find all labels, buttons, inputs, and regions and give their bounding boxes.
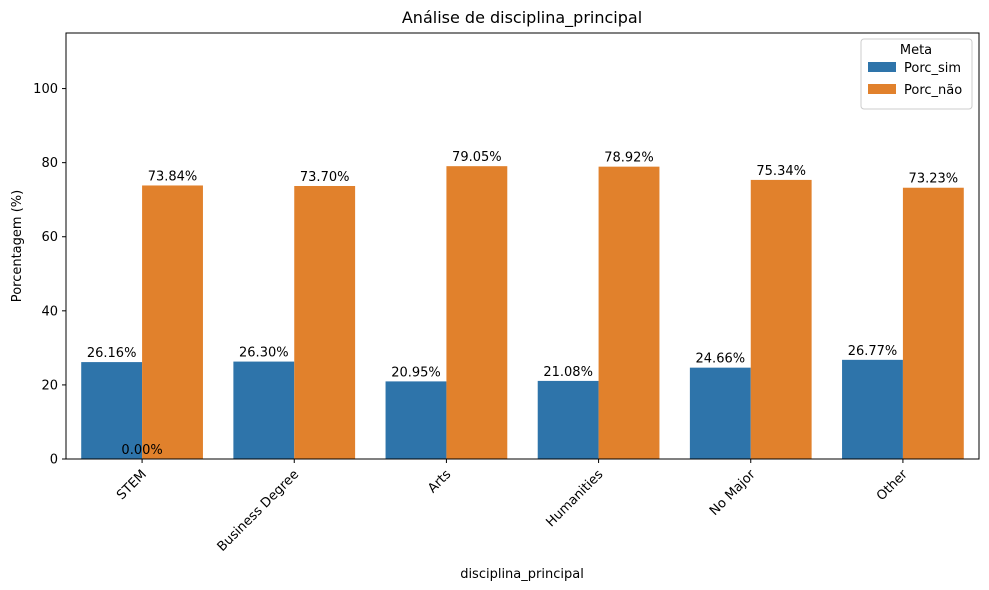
legend-entry-label: Porc_não <box>904 83 962 98</box>
x-axis-label: disciplina_principal <box>460 567 584 582</box>
bar-value-label: 26.77% <box>848 344 898 359</box>
x-tick-label: Business Degree <box>215 467 303 555</box>
bar-Porc_sim-no-major <box>689 367 751 459</box>
x-tick-label: STEM <box>114 467 150 503</box>
bar-Porc_não-no-major <box>750 179 812 459</box>
bar-Porc_não-arts <box>446 166 508 459</box>
bar-value-label: 21.08% <box>543 365 593 380</box>
bar-Porc_não-business-degree <box>294 185 356 459</box>
legend: Meta Porc_sim Porc_não <box>860 38 973 110</box>
x-tick-label: Other <box>874 467 911 504</box>
legend-swatch <box>868 62 896 72</box>
x-axis: STEM Business Degree Arts Humanities No Majo… <box>114 459 911 555</box>
y-axis: 0 20 40 60 80 100 <box>33 82 66 468</box>
bar-value-label: 73.84% <box>148 169 198 184</box>
bar-value-label: 79.05% <box>452 150 502 165</box>
bar-Porc_sim-humanities <box>537 380 599 459</box>
bar-value-label: 75.34% <box>756 164 806 179</box>
bar-Porc_sim-stem <box>81 362 143 459</box>
bars-group <box>81 166 964 460</box>
bar-value-label: 73.70% <box>300 170 350 185</box>
y-tick-label: 0 <box>50 453 58 468</box>
x-tick-label: No Major <box>707 467 759 519</box>
y-tick-label: 60 <box>41 230 58 245</box>
bar-value-label: 26.16% <box>87 346 137 361</box>
bar-labels-group: 26.16% 26.30% 20.95% 21.08% 24.66% 26.77% 73.8… <box>87 150 958 458</box>
bar-Porc_não-other <box>902 187 964 460</box>
plot-frame <box>65 32 980 460</box>
y-tick-label: 40 <box>41 304 58 319</box>
y-tick-label: 80 <box>41 156 58 171</box>
y-tick-label: 20 <box>41 378 58 393</box>
bar-value-label: 73.23% <box>909 172 959 187</box>
x-tick-label: Humanities <box>543 467 606 530</box>
bar-value-label: 78.92% <box>604 151 654 166</box>
legend-swatch <box>868 84 896 94</box>
y-tick-label: 100 <box>33 82 58 97</box>
bar-value-label: 26.30% <box>239 346 289 361</box>
bar-value-label: 20.95% <box>391 365 441 380</box>
bar-Porc_sim-arts <box>385 381 447 459</box>
x-tick-label: Arts <box>425 467 454 496</box>
legend-entry-label: Porc_sim <box>904 61 961 76</box>
chart-title: Análise de disciplina_principal <box>402 8 642 28</box>
bar-Porc_não-humanities <box>598 166 660 459</box>
bar-Porc_sim-business-degree <box>233 361 295 459</box>
bar-Porc_sim-other <box>842 359 903 459</box>
y-axis-label: Porcentagem (%) <box>10 190 25 302</box>
zero-value-annotation: 0.00% <box>121 443 162 458</box>
bar-value-label: 24.66% <box>696 352 746 367</box>
legend-title: Meta <box>900 43 932 58</box>
bar-Porc_não-stem <box>142 185 203 460</box>
